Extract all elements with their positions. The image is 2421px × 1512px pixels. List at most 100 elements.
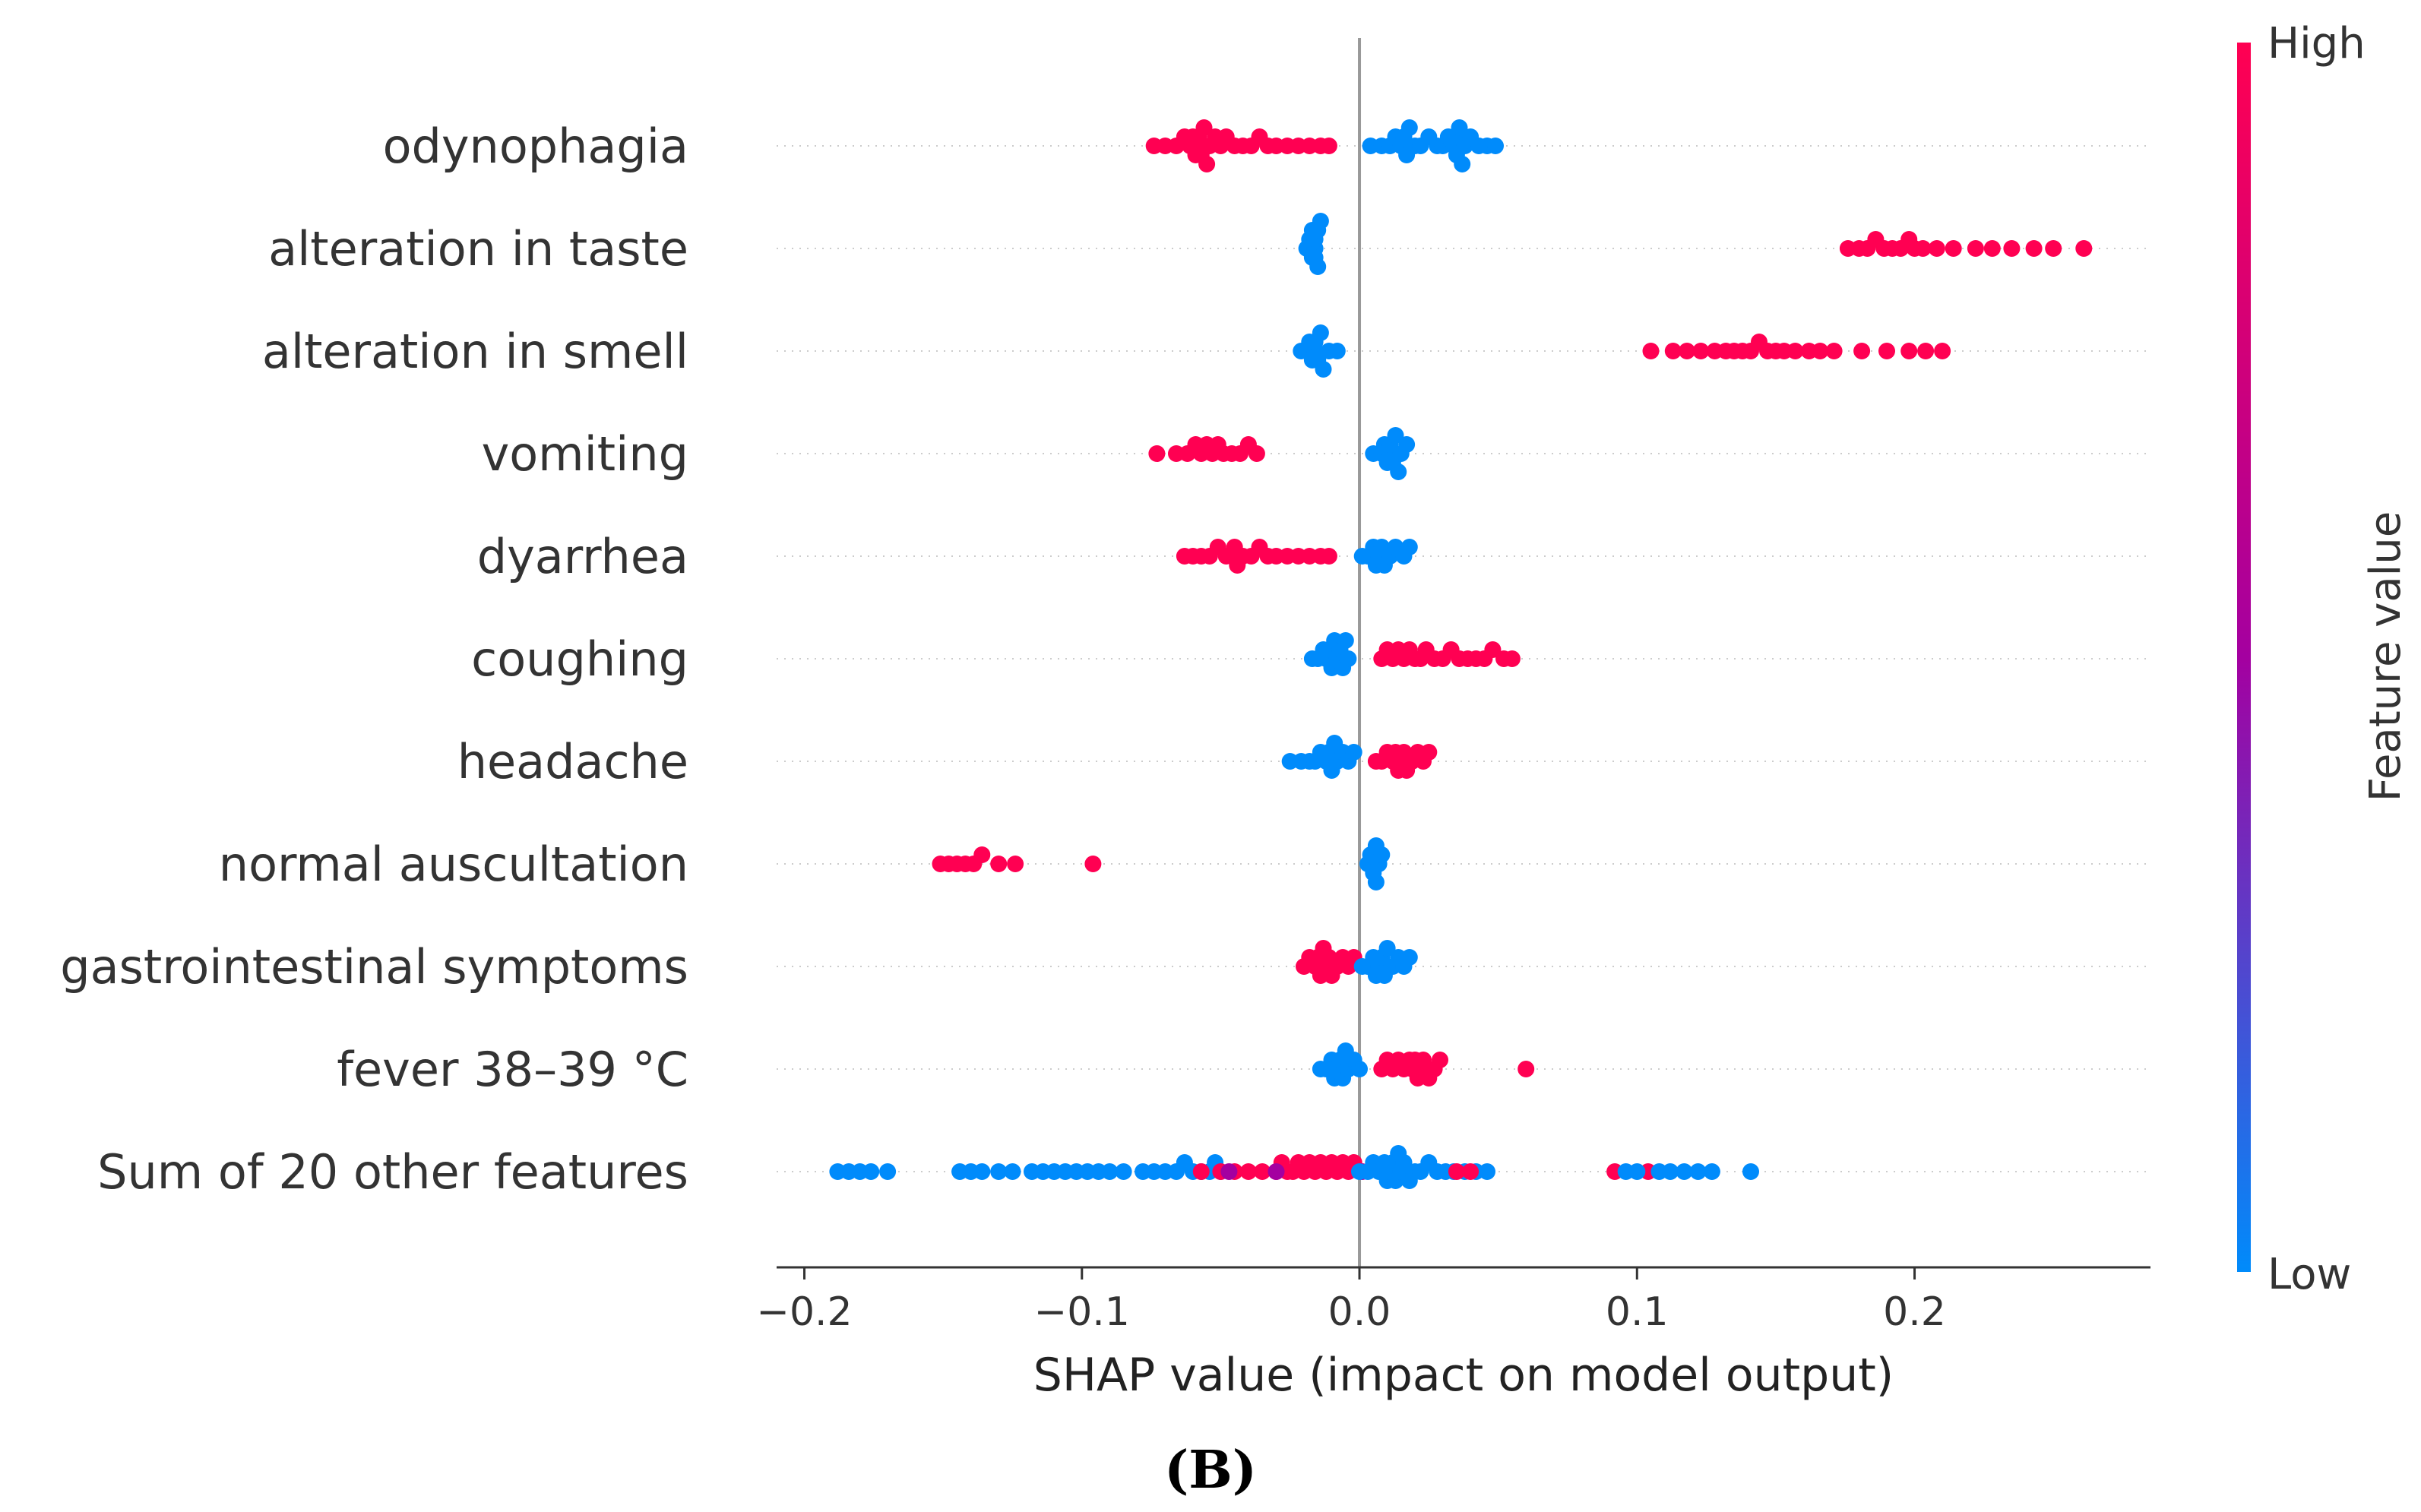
x-axis-ticks: −0.2 −0.1 0.0 0.1 0.2 xyxy=(756,1267,1946,1335)
shap-point xyxy=(1148,445,1166,462)
shap-point xyxy=(1914,240,1932,257)
shap-point xyxy=(1454,156,1471,172)
shap-point xyxy=(1451,119,1468,136)
shap-point xyxy=(973,1163,991,1180)
shap-point xyxy=(1967,240,1984,257)
shap-point xyxy=(1853,343,1871,359)
shap-point xyxy=(1928,240,1945,257)
shap-point xyxy=(1689,1163,1707,1180)
feature-label: fever 38–39 °C xyxy=(337,1042,688,1097)
shap-point xyxy=(1917,343,1935,359)
shap-point xyxy=(2045,240,2062,257)
shap-point xyxy=(1390,463,1407,480)
shap-point xyxy=(1337,632,1354,649)
shap-point xyxy=(2025,240,2043,257)
shap-point xyxy=(1267,1163,1285,1180)
shap-point xyxy=(879,1163,897,1180)
shap-point xyxy=(1398,436,1416,453)
feature-label: coughing xyxy=(471,631,688,687)
shap-point xyxy=(1503,650,1521,667)
x-tick-label: −0.1 xyxy=(1034,1289,1130,1335)
shap-point xyxy=(1192,1163,1210,1180)
feature-label: vomiting xyxy=(482,426,688,482)
shap-point xyxy=(1395,1154,1413,1171)
shap-point xyxy=(1983,240,2001,257)
shap-point xyxy=(1315,361,1332,378)
colorbar-high-label: High xyxy=(2268,19,2366,68)
shap-point xyxy=(1312,213,1329,229)
beeswarm-points xyxy=(829,119,2093,1189)
shap-point xyxy=(1432,1052,1448,1068)
colorbar-low-label: Low xyxy=(2268,1250,2351,1299)
shap-point xyxy=(862,1163,880,1180)
shap-point xyxy=(1703,1163,1720,1180)
shap-point xyxy=(1517,1061,1535,1077)
shap-point xyxy=(1373,846,1391,863)
shap-point xyxy=(1007,856,1024,872)
shap-point xyxy=(1900,343,1918,359)
shap-point xyxy=(1812,343,1829,359)
shap-point xyxy=(1934,343,1951,359)
x-tick-label: 0.2 xyxy=(1883,1289,1946,1335)
shap-point xyxy=(2075,240,2093,257)
shap-point xyxy=(1628,1163,1646,1180)
shap-point xyxy=(1462,1163,1480,1180)
shap-point xyxy=(1487,138,1504,154)
feature-label: alteration in smell xyxy=(262,324,688,379)
shap-point xyxy=(1664,343,1682,359)
shap-point xyxy=(1742,1163,1759,1180)
feature-label: odynophagia xyxy=(383,119,688,174)
shap-point xyxy=(1309,258,1327,275)
colorbar xyxy=(2237,43,2251,1272)
shap-point xyxy=(1400,949,1418,966)
shap-point xyxy=(1400,539,1418,555)
shap-point xyxy=(1320,548,1337,565)
shap-point xyxy=(990,856,1008,872)
shap-point xyxy=(1239,1163,1257,1180)
feature-label: normal auscultation xyxy=(219,837,688,892)
shap-point xyxy=(1115,1163,1132,1180)
shap-point xyxy=(1084,856,1102,872)
shap-point xyxy=(1340,650,1357,667)
shap-point xyxy=(1676,1163,1693,1180)
feature-label: alteration in taste xyxy=(268,221,688,277)
shap-point xyxy=(1825,343,1843,359)
shap-point xyxy=(1400,119,1418,136)
shap-point xyxy=(1220,1163,1238,1180)
shap-point xyxy=(1420,744,1438,761)
shap-point xyxy=(1312,324,1329,341)
shap-point xyxy=(1484,641,1502,658)
feature-labels: odynophagia alteration in taste alteration… xyxy=(60,119,688,1200)
feature-label: Sum of 20 other features xyxy=(97,1144,688,1200)
shap-point xyxy=(1254,1163,1271,1180)
shap-point xyxy=(2003,240,2021,257)
shap-point xyxy=(1378,940,1396,957)
feature-label: gastrointestinal symptoms xyxy=(60,939,688,995)
shap-point xyxy=(1198,156,1216,172)
x-axis-label: SHAP value (impact on model output) xyxy=(1033,1349,1894,1402)
panel-label: (B) xyxy=(1164,1440,1257,1501)
shap-point xyxy=(1328,343,1346,359)
shap-point xyxy=(1387,427,1404,444)
x-tick-label: 0.0 xyxy=(1328,1289,1391,1335)
shap-point xyxy=(1878,343,1895,359)
shap-point xyxy=(1351,1061,1368,1077)
shap-point xyxy=(1367,874,1385,890)
x-tick-label: −0.2 xyxy=(756,1289,852,1335)
shap-point xyxy=(1448,1163,1465,1180)
shap-point xyxy=(1692,343,1710,359)
feature-label: dyarrhea xyxy=(477,529,688,584)
shap-point xyxy=(990,1163,1008,1180)
shap-point xyxy=(1679,343,1695,359)
shap-point xyxy=(973,846,991,863)
shap-point xyxy=(1662,1163,1679,1180)
shap-point xyxy=(1479,1163,1495,1180)
shap-point xyxy=(1415,1052,1432,1068)
feature-label: headache xyxy=(457,734,688,789)
shap-point xyxy=(1248,445,1265,462)
shap-point xyxy=(1786,343,1804,359)
shap-point xyxy=(1320,138,1337,154)
x-tick-label: 0.1 xyxy=(1606,1289,1669,1335)
shap-point xyxy=(1945,240,1962,257)
